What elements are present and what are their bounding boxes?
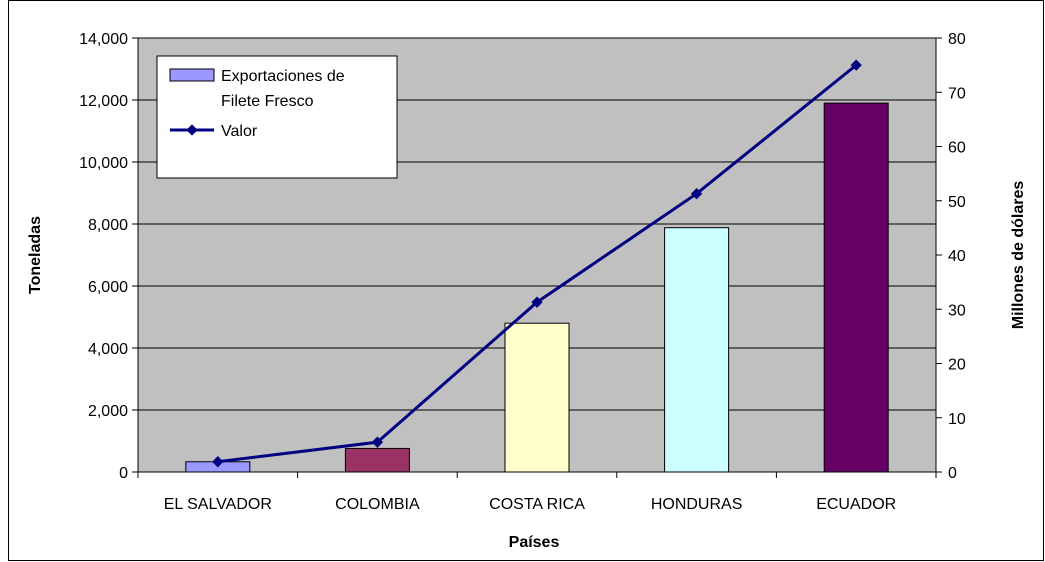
- y2-tick-label: 40: [948, 248, 966, 265]
- line-point: [690, 188, 703, 200]
- y-tick-label: 14,000: [79, 31, 128, 48]
- y-tick-label: 12,000: [79, 93, 128, 110]
- y2-tick-label: 50: [948, 194, 966, 211]
- y2-tick-label: 30: [948, 302, 966, 319]
- y2-tick-label: 0: [948, 465, 957, 482]
- axes: 0 2,000 4,000 6,000 8,000 10,000 12,000 14,000 0…: [79, 31, 966, 513]
- y-axis-title: Toneladas: [27, 216, 44, 294]
- bar: [664, 227, 730, 473]
- legend: Exportaciones de Filete Fresco Valor: [156, 55, 398, 179]
- bar: [823, 102, 889, 473]
- legend-bar-label-line2: Filete Fresco: [221, 93, 314, 110]
- legend-bar-label-line1: Exportaciones de: [221, 68, 345, 85]
- line-series: [212, 59, 862, 468]
- y2-tick-label: 70: [948, 85, 966, 102]
- x-tick-label: EL SALVADOR: [164, 496, 272, 513]
- x-tick-label: COLOMBIA: [335, 496, 420, 513]
- bar: [504, 322, 570, 473]
- y-tick-label: 4,000: [88, 341, 128, 358]
- y2-tick-label: 20: [948, 357, 966, 374]
- legend-line-label: Valor: [221, 123, 258, 140]
- y2-tick-label: 10: [948, 411, 966, 428]
- y-tick-label: 0: [119, 465, 128, 482]
- x-axis-title: Países: [509, 534, 560, 551]
- x-tick-label: COSTA RICA: [489, 496, 585, 513]
- y-tick-label: 8,000: [88, 217, 128, 234]
- y2-tick-label: 80: [948, 31, 966, 48]
- y2-tick-label: 60: [948, 140, 966, 157]
- y-tick-label: 2,000: [88, 403, 128, 420]
- y2-axis-title: Millones de dólares: [1010, 181, 1027, 330]
- bar: [344, 447, 410, 473]
- x-tick-label: ECUADOR: [816, 496, 896, 513]
- bar-series: [185, 102, 889, 473]
- x-tick-label: HONDURAS: [651, 496, 743, 513]
- y-tick-label: 6,000: [88, 279, 128, 296]
- line-point: [212, 456, 224, 468]
- legend-bar-swatch: [169, 68, 215, 82]
- line-point: [531, 296, 543, 308]
- line-point: [371, 436, 384, 448]
- y-tick-label: 10,000: [79, 155, 128, 172]
